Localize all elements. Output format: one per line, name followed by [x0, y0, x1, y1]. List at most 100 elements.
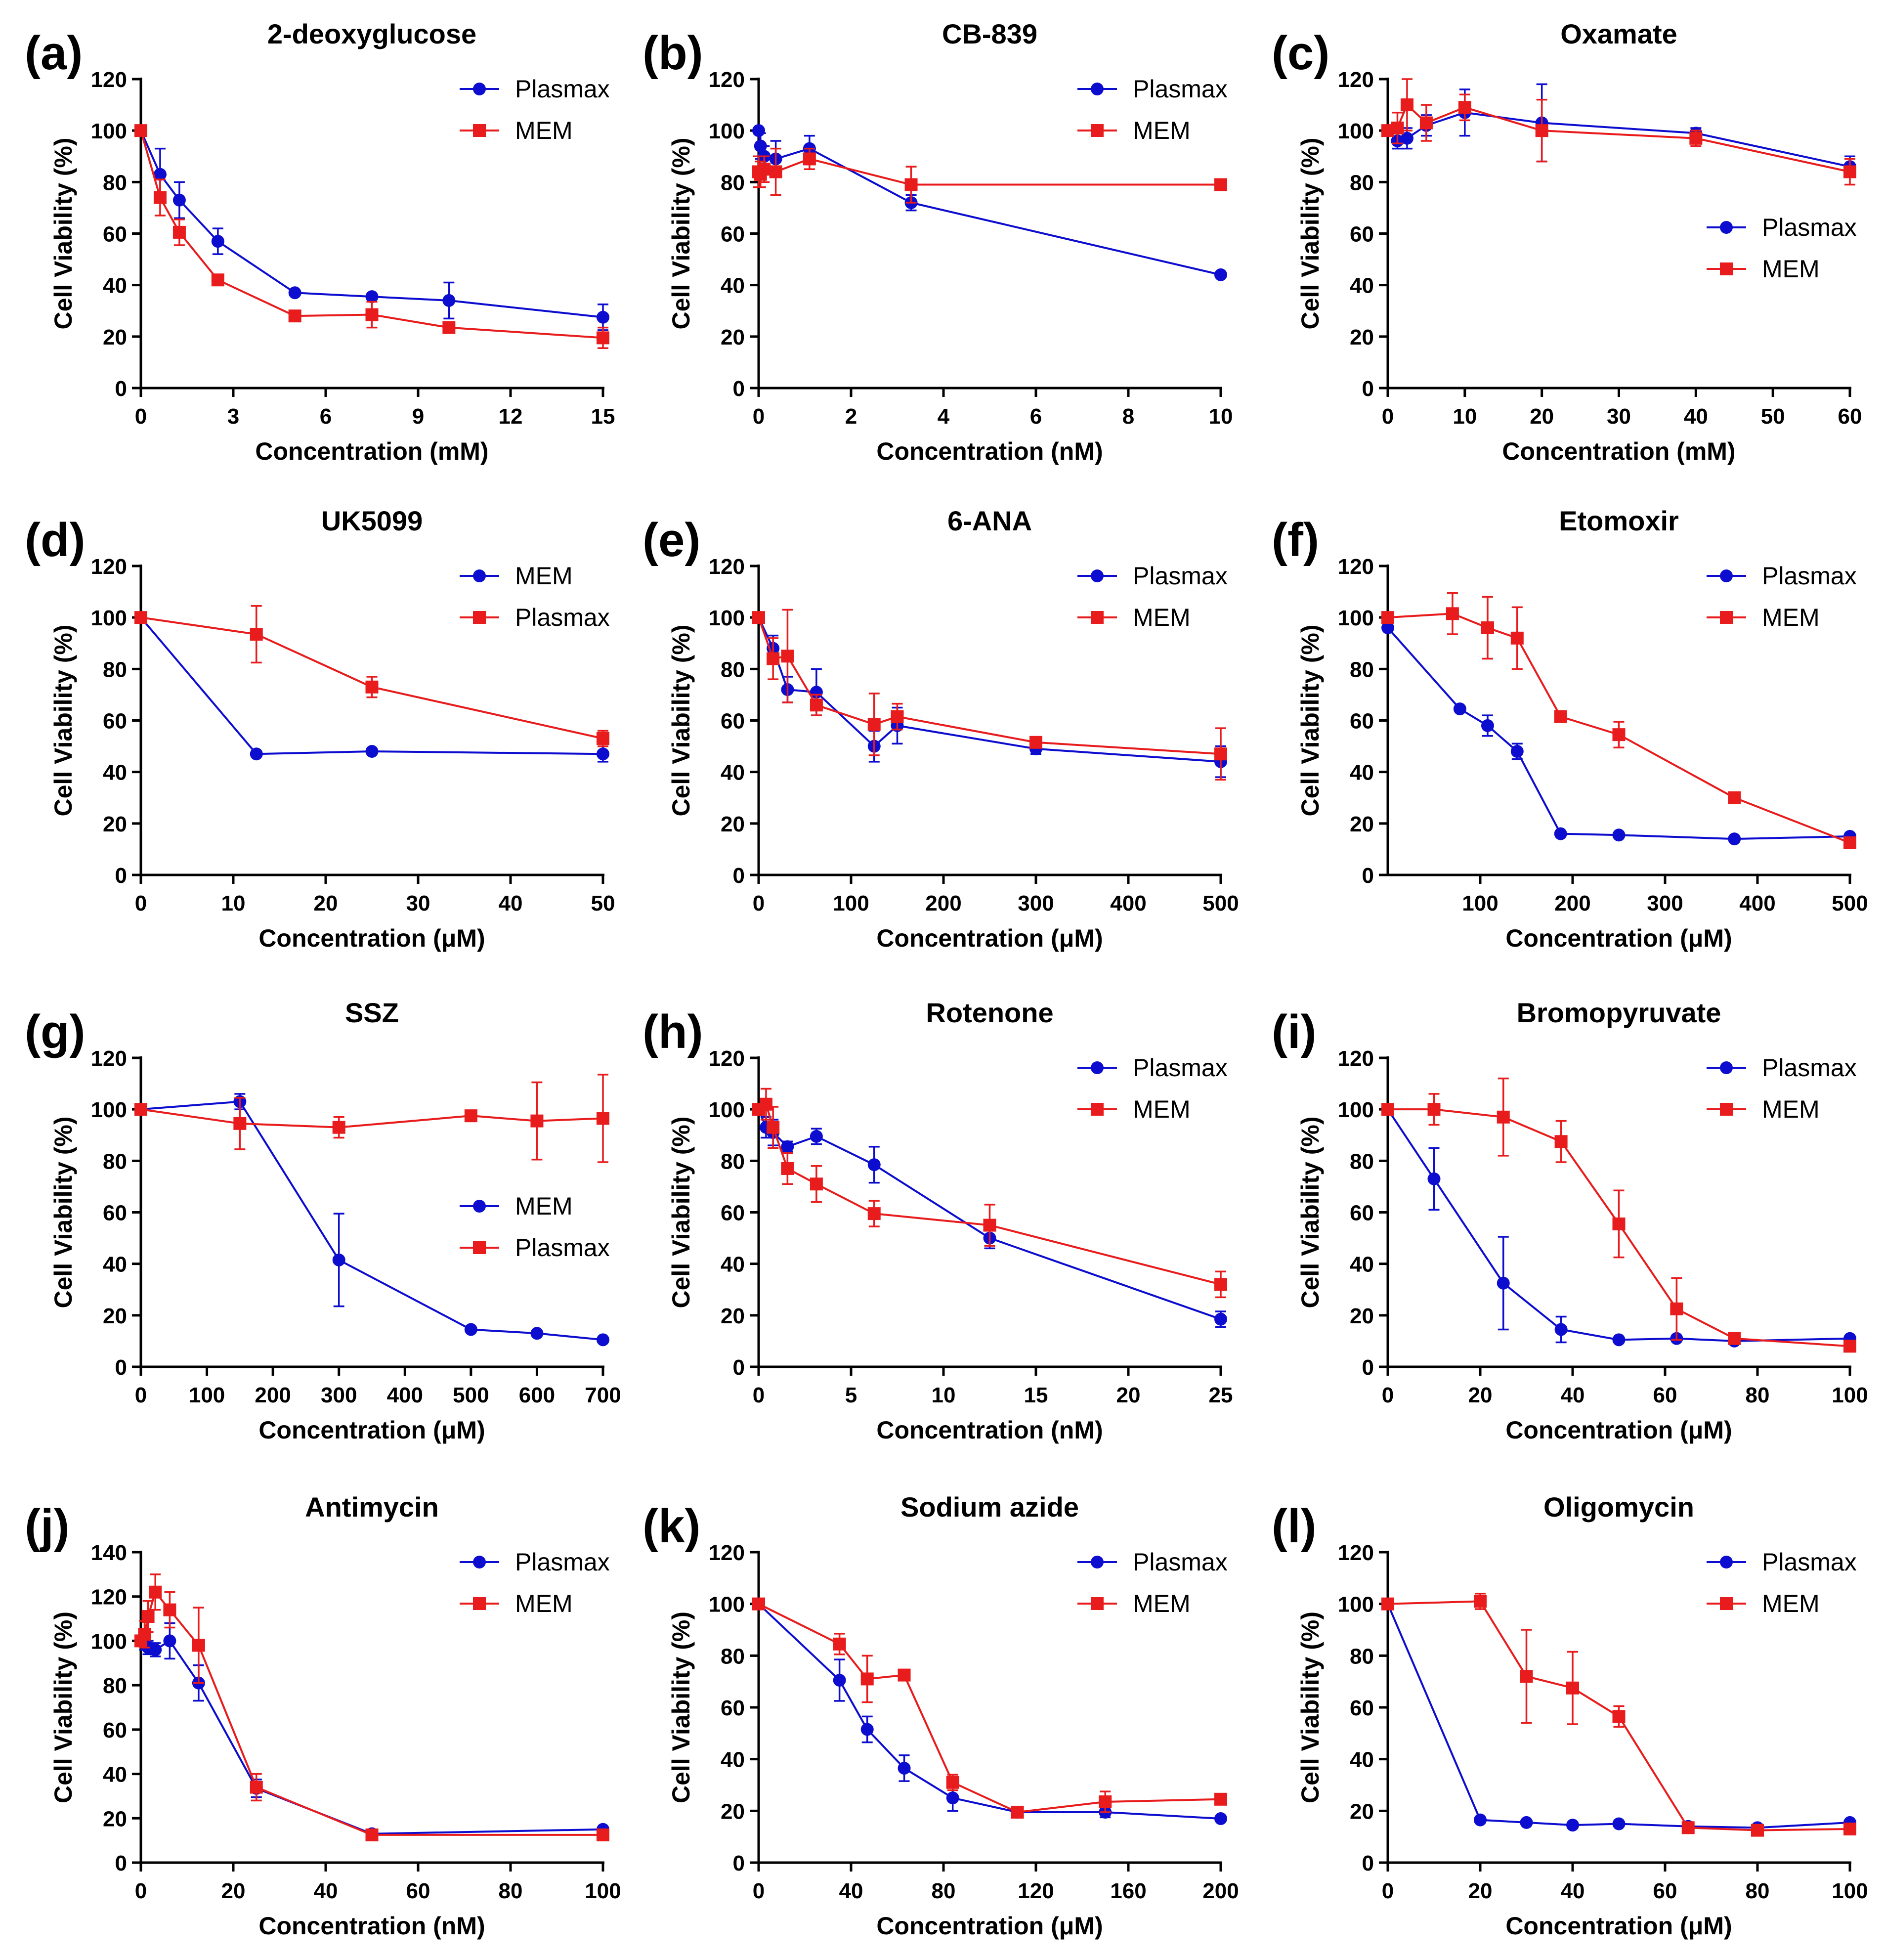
data-point-square [365, 308, 379, 321]
data-point-circle [781, 1140, 794, 1153]
y-tick-label: 100 [91, 119, 127, 143]
legend: MEM Plasmax [460, 1192, 610, 1262]
x-tick-label: 200 [1202, 1879, 1239, 1903]
x-tick-label: 12 [499, 404, 523, 429]
legend-marker-square [1091, 1597, 1104, 1610]
legend-item: MEM [1707, 255, 1820, 283]
legend-marker-circle [1720, 1556, 1733, 1568]
y-tick-label: 60 [1350, 222, 1374, 247]
y-tick-label: 120 [709, 1541, 745, 1565]
x-tick-label: 20 [1468, 1383, 1493, 1407]
legend-label: Plasmax [1133, 75, 1228, 103]
x-tick-label: 20 [1116, 1383, 1141, 1407]
y-tick-label: 60 [103, 1201, 127, 1225]
data-point-circle [1554, 827, 1567, 840]
legend-marker-square [1091, 124, 1104, 137]
x-tick-label: 6 [320, 404, 332, 429]
chart-title: Rotenone [926, 997, 1053, 1028]
x-tick-label: 80 [499, 1879, 523, 1903]
x-tick-label: 50 [591, 891, 615, 915]
data-point-square [1670, 1302, 1683, 1315]
data-point-square [134, 124, 147, 137]
y-tick-label: 20 [721, 1799, 745, 1824]
series-line [758, 158, 1221, 186]
series-plasmax [1381, 1103, 1856, 1348]
series-plasmax [752, 611, 1227, 778]
data-point-square [365, 1828, 379, 1841]
x-tick-label: 60 [406, 1879, 430, 1903]
data-point-circle [1497, 1276, 1510, 1290]
x-tick-label: 300 [1018, 891, 1054, 915]
data-point-square [867, 718, 881, 731]
y-tick-label: 40 [721, 1748, 745, 1772]
chart-title: Oxamate [1560, 18, 1677, 49]
data-point-square [769, 165, 782, 178]
y-tick-label: 60 [1350, 709, 1374, 734]
y-tick-label: 100 [709, 606, 745, 630]
chart-title: 2-deoxyglucose [267, 18, 476, 49]
y-tick-label: 80 [103, 657, 127, 682]
x-tick-label: 300 [321, 1383, 357, 1407]
legend-item: MEM [1077, 117, 1191, 144]
data-point-circle [1520, 1816, 1533, 1829]
data-point-square [752, 611, 765, 624]
data-point-square [1214, 1278, 1227, 1291]
data-point-square [759, 1097, 772, 1111]
series-line [758, 617, 1221, 763]
data-point-circle [1612, 828, 1626, 842]
x-tick-label: 10 [221, 891, 246, 915]
x-tick-label: 25 [1209, 1383, 1233, 1407]
chart-title: Sodium azide [900, 1491, 1079, 1523]
data-point-square [153, 191, 167, 204]
data-point-square [767, 652, 780, 665]
series-plasmax [1381, 621, 1856, 846]
y-tick-label: 40 [721, 761, 745, 785]
chart-panel: (l) Oligomycin 0 20 40 60 80 100 120 0 20 40 60 80 100… [1272, 1491, 1868, 1940]
data-point-square [1381, 1103, 1394, 1116]
series-line [140, 616, 603, 740]
data-point-circle [1453, 702, 1466, 716]
y-tick-label: 60 [721, 709, 745, 734]
y-tick-label: 120 [91, 555, 127, 579]
x-tick-label: 30 [1607, 404, 1631, 429]
data-point-circle [1554, 1323, 1568, 1336]
series-line [758, 1603, 1221, 1814]
y-tick-label: 100 [1338, 1593, 1374, 1617]
legend-item: Plasmax [460, 75, 610, 103]
y-tick-label: 40 [1350, 761, 1374, 785]
x-tick-label: 80 [1746, 1879, 1770, 1903]
chart-panel: (b) CB-839 0 20 40 60 80 100 120 0 2 4 6 8 10 Concentra… [642, 18, 1233, 465]
data-point-circle [365, 290, 379, 304]
data-point-square [288, 309, 301, 323]
data-point-square [898, 1668, 911, 1682]
x-axis-label: Concentration (μM) [1505, 1912, 1732, 1940]
legend-marker-square [1091, 611, 1104, 624]
data-point-square [1535, 124, 1548, 137]
y-tick-label: 60 [721, 1696, 745, 1720]
legend-label: MEM [1133, 604, 1191, 631]
y-axis-label: Cell Viability (%) [667, 1116, 695, 1308]
data-point-square [1843, 1822, 1856, 1835]
y-tick-label: 80 [721, 657, 745, 682]
legend-label: Plasmax [515, 1548, 610, 1576]
data-point-square [1497, 1110, 1510, 1124]
data-point-square [1029, 736, 1042, 749]
x-tick-label: 20 [1468, 1879, 1493, 1903]
data-point-square [1381, 611, 1394, 624]
data-point-square [597, 1828, 609, 1841]
x-tick-label: 120 [1018, 1879, 1054, 1903]
x-axis-label: Concentration (μM) [1505, 924, 1732, 952]
y-tick-label: 60 [103, 222, 127, 247]
x-tick-label: 0 [753, 1383, 765, 1407]
chart-title: Oligomycin [1543, 1491, 1694, 1523]
series-line [758, 617, 1221, 755]
series-mem [1381, 1592, 1856, 1837]
legend-item: Plasmax [1707, 214, 1857, 241]
series-line [140, 1100, 603, 1341]
legend-label: MEM [515, 1590, 573, 1617]
data-point-square [752, 1597, 765, 1611]
x-tick-label: 15 [1024, 1383, 1048, 1407]
chart-title: SSZ [345, 997, 399, 1028]
legend-item: Plasmax [1077, 1548, 1228, 1576]
y-tick-label: 100 [709, 1098, 745, 1122]
